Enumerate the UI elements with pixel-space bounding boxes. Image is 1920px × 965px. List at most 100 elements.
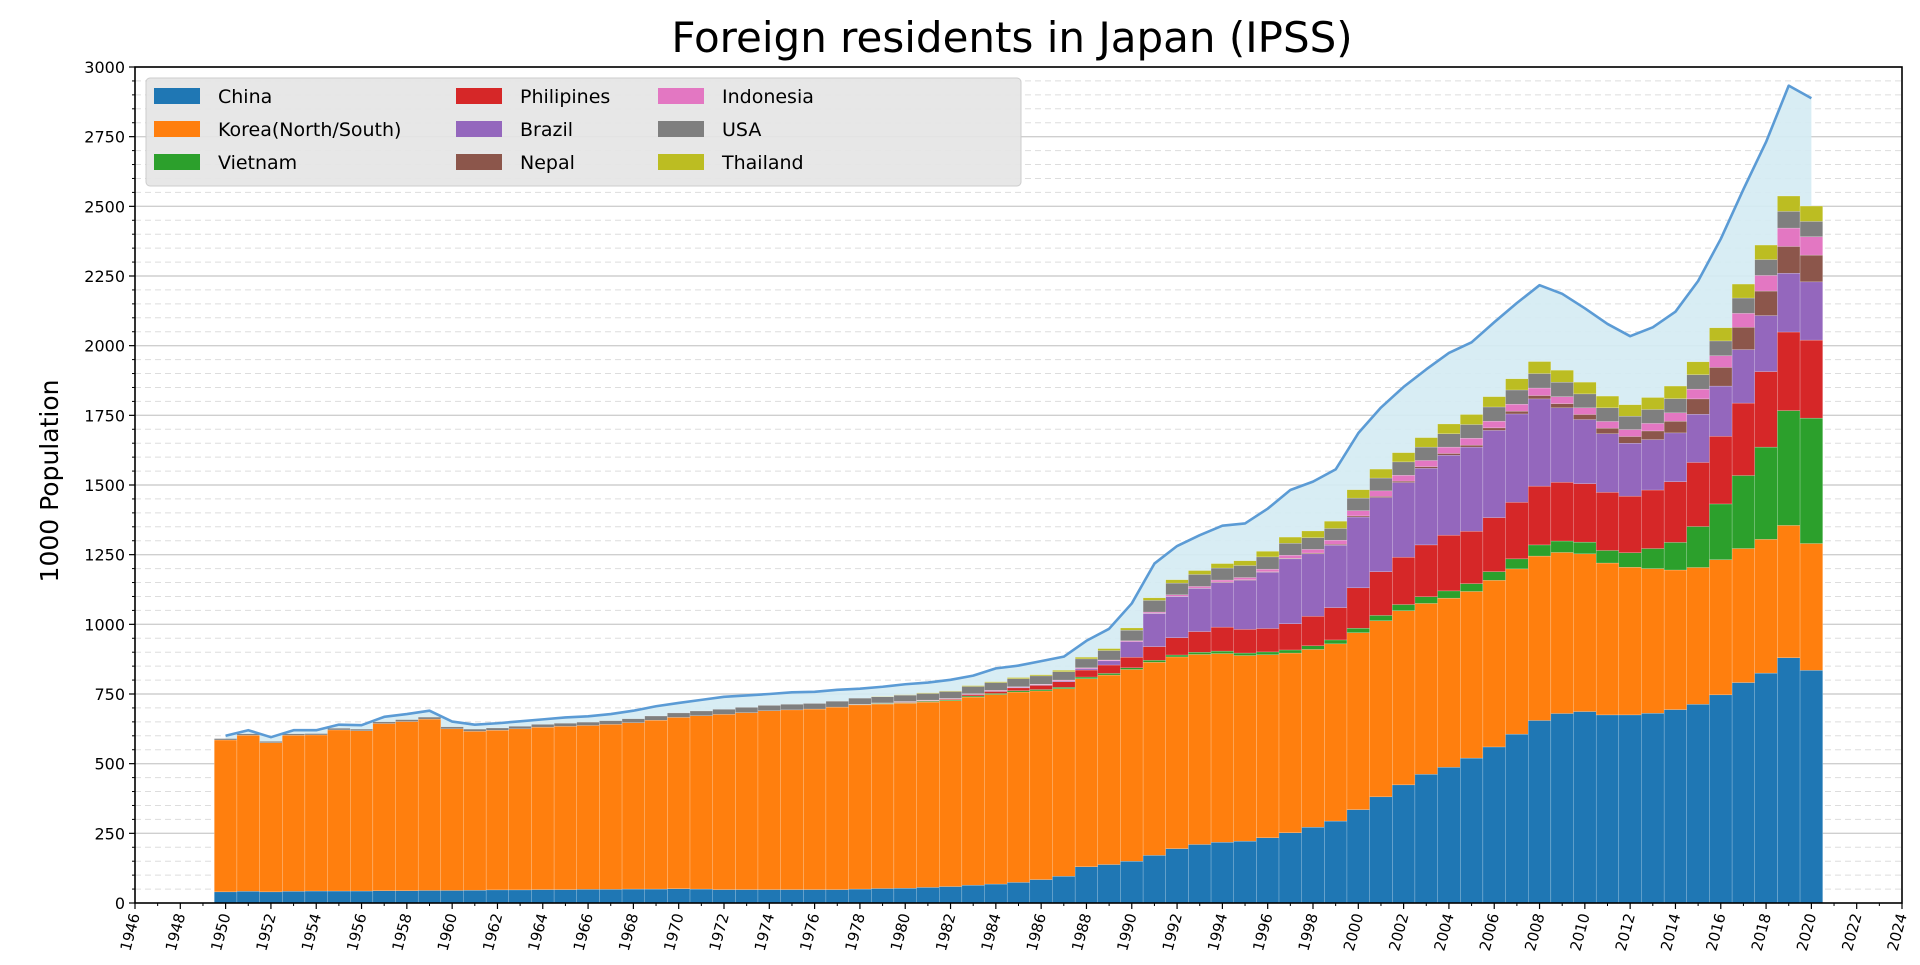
bar-china xyxy=(1392,785,1415,903)
y-tick-label: 2750 xyxy=(84,128,125,147)
bar-brazil xyxy=(1392,482,1415,557)
bar-china xyxy=(577,889,600,903)
bar-usa xyxy=(1664,399,1687,413)
bar-thailand xyxy=(1438,424,1461,434)
bar-vietnam xyxy=(1528,545,1551,556)
bar-usa xyxy=(1075,659,1098,668)
bar-thailand xyxy=(1687,362,1710,375)
y-tick-label: 500 xyxy=(94,755,125,774)
bar-indonesia xyxy=(1256,569,1279,572)
legend-label-vietnam: Vietnam xyxy=(218,152,297,174)
bar-philipines xyxy=(1234,629,1257,653)
bar-usa xyxy=(1279,543,1302,555)
bar-brazil xyxy=(1483,430,1506,517)
bar-philipines xyxy=(1302,616,1325,646)
bar-china xyxy=(305,891,328,903)
bar-korea-north-south xyxy=(1732,549,1755,683)
bar-china xyxy=(350,891,373,903)
bar-china xyxy=(1574,712,1597,903)
bar-usa xyxy=(1030,676,1053,684)
bar-philipines xyxy=(1052,682,1075,688)
bar-china xyxy=(1528,720,1551,903)
bar-brazil xyxy=(1370,498,1393,572)
bar-philipines xyxy=(1120,657,1143,668)
bar-thailand xyxy=(1143,598,1166,601)
x-tick-label: 1966 xyxy=(570,911,597,953)
bar-usa xyxy=(758,705,781,710)
bar-china xyxy=(1302,827,1325,903)
bar-philipines xyxy=(1188,632,1211,653)
bar-indonesia xyxy=(1641,423,1664,431)
bar-thailand xyxy=(1279,537,1302,543)
bar-china xyxy=(1324,821,1347,903)
bar-brazil xyxy=(1506,414,1529,502)
bar-korea-north-south xyxy=(486,730,509,890)
bar-china xyxy=(1166,849,1189,903)
bar-indonesia xyxy=(1279,555,1302,558)
legend-label-indonesia: Indonesia xyxy=(722,86,814,108)
bar-nepal xyxy=(1687,399,1710,414)
bar-indonesia xyxy=(1664,413,1687,421)
bar-usa xyxy=(1143,600,1166,612)
bar-china xyxy=(1279,833,1302,903)
bar-vietnam xyxy=(1256,652,1279,655)
bar-indonesia xyxy=(1506,404,1529,411)
bar-korea-north-south xyxy=(214,740,237,892)
bar-nepal xyxy=(1528,396,1551,399)
bar-korea-north-south xyxy=(1098,675,1121,864)
bar-thailand xyxy=(1075,657,1098,659)
bar-korea-north-south xyxy=(894,703,917,888)
y-tick-label: 2500 xyxy=(84,197,125,216)
bar-usa xyxy=(871,697,894,703)
bar-usa xyxy=(1347,498,1370,511)
bar-usa xyxy=(667,713,690,717)
bar-usa xyxy=(260,741,283,742)
bar-usa xyxy=(1574,394,1597,408)
bar-china xyxy=(1483,747,1506,903)
bar-korea-north-south xyxy=(713,714,736,889)
bar-china xyxy=(1551,714,1574,903)
bar-china xyxy=(713,890,736,903)
y-axis-label: 1000 Population xyxy=(35,380,64,583)
bar-vietnam xyxy=(1120,668,1143,670)
bar-thailand xyxy=(1256,551,1279,557)
bar-indonesia xyxy=(1302,549,1325,553)
legend-swatch-china xyxy=(154,88,200,104)
legend-swatch-philipines xyxy=(456,88,502,104)
bar-vietnam xyxy=(1483,572,1506,581)
x-tick-label: 2018 xyxy=(1748,911,1775,953)
bar-china xyxy=(509,890,532,903)
bar-brazil xyxy=(1619,443,1642,496)
bar-usa xyxy=(939,691,962,698)
bar-china xyxy=(1777,658,1800,903)
y-tick-label: 1000 xyxy=(84,615,125,634)
bar-korea-north-south xyxy=(1415,603,1438,774)
legend-label-nepal: Nepal xyxy=(520,152,575,174)
bar-vietnam xyxy=(1347,628,1370,632)
bar-china xyxy=(917,887,940,903)
bar-china xyxy=(1075,867,1098,903)
bar-philipines xyxy=(1664,482,1687,543)
bar-korea-north-south xyxy=(962,697,985,885)
bar-vietnam xyxy=(1438,591,1461,598)
bar-thailand xyxy=(1120,628,1143,630)
bar-usa xyxy=(1234,566,1257,578)
x-tick-label: 2008 xyxy=(1521,911,1548,953)
bar-philipines xyxy=(1574,484,1597,543)
bar-china xyxy=(939,887,962,903)
bar-china xyxy=(849,889,872,903)
bar-philipines xyxy=(1777,332,1800,411)
bar-korea-north-south xyxy=(1506,569,1529,734)
bar-korea-north-south xyxy=(1438,598,1461,767)
bar-philipines xyxy=(1256,629,1279,652)
bar-china xyxy=(554,890,577,903)
bar-china xyxy=(1438,767,1461,903)
bar-brazil xyxy=(1098,661,1121,665)
bar-thailand xyxy=(1732,284,1755,298)
bar-brazil xyxy=(1234,580,1257,629)
bar-korea-north-south xyxy=(554,726,577,889)
bar-indonesia xyxy=(1483,421,1506,428)
bar-korea-north-south xyxy=(1392,611,1415,785)
bar-thailand xyxy=(1551,370,1574,382)
bar-indonesia xyxy=(1370,491,1393,497)
